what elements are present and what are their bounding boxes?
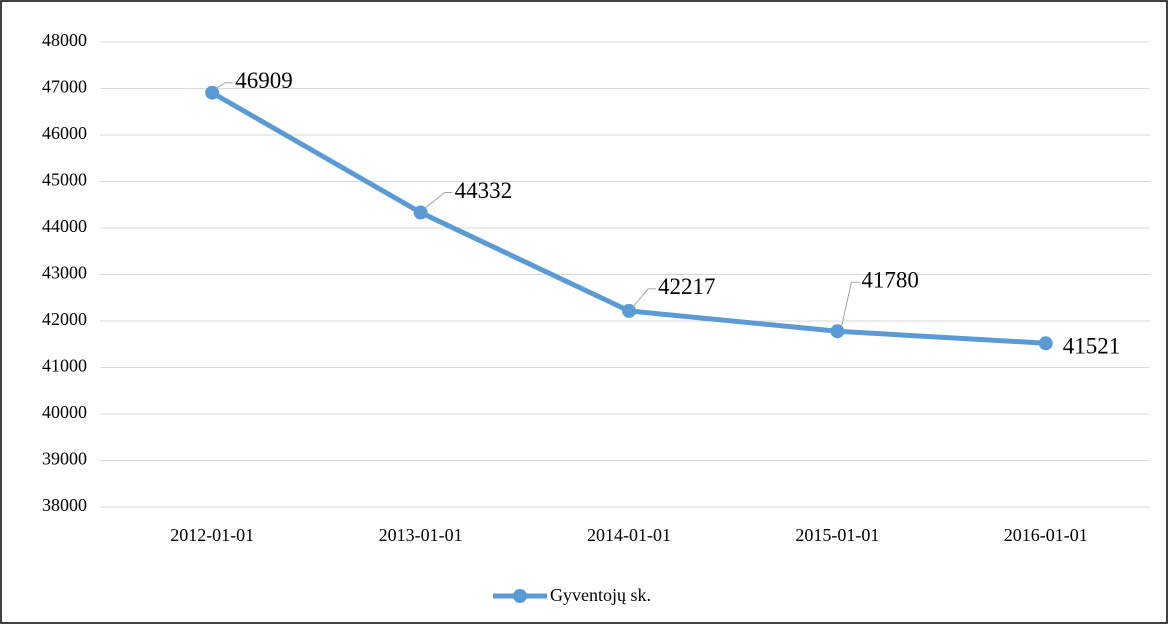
y-tick-label: 44000 <box>42 216 87 236</box>
x-tick-label: 2015-01-01 <box>795 525 879 545</box>
data-label: 46909 <box>235 68 293 93</box>
data-label: 42217 <box>658 274 716 299</box>
leader-line <box>424 192 453 209</box>
y-tick-label: 45000 <box>42 170 87 190</box>
point-marker <box>413 205 428 220</box>
x-tick-label: 2016-01-01 <box>1004 525 1088 545</box>
y-tick-label: 40000 <box>42 402 87 422</box>
leader-line <box>840 281 860 328</box>
y-tick-label: 38000 <box>42 495 87 515</box>
legend-label: Gyventojų sk. <box>550 585 651 605</box>
data-label: 41521 <box>1063 334 1121 359</box>
y-tick-label: 47000 <box>42 77 87 97</box>
x-tick-label: 2013-01-01 <box>379 525 463 545</box>
x-tick-label: 2012-01-01 <box>170 525 254 545</box>
y-tick-label: 39000 <box>42 449 87 469</box>
point-marker <box>205 85 220 100</box>
y-tick-label: 48000 <box>42 30 87 50</box>
data-label: 41780 <box>861 268 919 293</box>
leader-line <box>215 82 234 90</box>
y-tick-label: 42000 <box>42 309 87 329</box>
y-tick-label: 41000 <box>42 356 87 376</box>
y-tick-label: 46000 <box>42 123 87 143</box>
y-tick-label: 43000 <box>42 263 87 283</box>
point-marker <box>622 303 636 318</box>
x-tick-label: 2014-01-01 <box>587 525 671 545</box>
point-marker <box>1038 336 1053 351</box>
point-marker <box>830 324 845 339</box>
data-label: 44332 <box>455 178 512 203</box>
legend-marker <box>513 589 527 603</box>
leader-line <box>632 288 656 308</box>
